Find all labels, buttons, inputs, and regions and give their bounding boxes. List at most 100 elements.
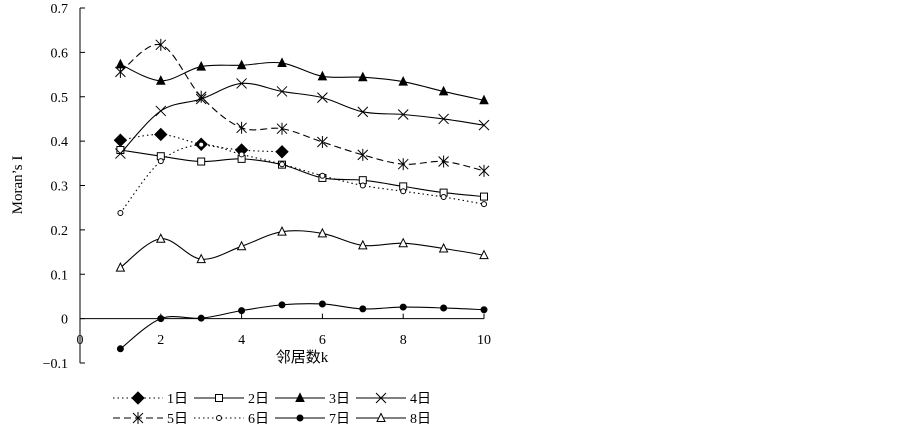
data-point bbox=[317, 92, 328, 103]
x-tick-label: 8 bbox=[400, 333, 407, 348]
data-point bbox=[438, 155, 449, 168]
data-point bbox=[397, 158, 409, 171]
data-point bbox=[157, 315, 165, 323]
data-point bbox=[117, 210, 124, 217]
series-8 bbox=[115, 226, 489, 272]
data-point bbox=[376, 412, 386, 422]
series-7 bbox=[116, 300, 488, 353]
data-point bbox=[238, 307, 246, 315]
data-point bbox=[398, 237, 409, 248]
data-point bbox=[275, 145, 289, 159]
data-point bbox=[113, 133, 128, 147]
data-point bbox=[279, 161, 285, 168]
data-point bbox=[398, 76, 409, 86]
data-point bbox=[357, 106, 369, 118]
data-point bbox=[155, 105, 167, 117]
data-point bbox=[479, 249, 489, 260]
series-3 bbox=[115, 57, 489, 105]
data-point bbox=[438, 242, 449, 253]
legend-item: 3日 bbox=[275, 392, 350, 407]
data-point bbox=[295, 392, 305, 402]
legend-item: 4日 bbox=[356, 392, 431, 407]
data-point bbox=[197, 314, 205, 322]
x-tick-label: 2 bbox=[157, 333, 164, 348]
data-point bbox=[115, 65, 126, 78]
data-point bbox=[277, 226, 287, 236]
data-point bbox=[195, 90, 207, 103]
y-tick-label: 0.4 bbox=[51, 135, 69, 150]
legend-label: 7日 bbox=[329, 412, 350, 427]
data-point bbox=[196, 253, 207, 264]
data-point bbox=[481, 201, 487, 208]
data-point bbox=[236, 59, 247, 70]
data-point bbox=[276, 122, 288, 135]
data-point bbox=[132, 412, 144, 424]
data-point bbox=[399, 303, 407, 311]
data-point bbox=[400, 188, 407, 195]
data-point bbox=[317, 227, 328, 238]
y-ticks: −0.1 0 0.1 0.2 0.3 0.4 0.5 0.6 0.7 bbox=[43, 2, 85, 372]
series-line bbox=[120, 149, 485, 198]
y-tick-label: 0.3 bbox=[51, 180, 69, 195]
data-point bbox=[115, 148, 126, 159]
data-point bbox=[480, 306, 488, 314]
data-point bbox=[155, 75, 166, 85]
y-tick-label: 0.7 bbox=[51, 2, 69, 17]
x-tick-label: 10 bbox=[477, 333, 491, 348]
legend-item: 7日 bbox=[275, 412, 350, 427]
legend: 1日 2日 3日 4日 5日 6日 7日 8日 bbox=[113, 391, 431, 427]
legend-label: 1日 bbox=[167, 392, 188, 407]
data-point bbox=[440, 304, 448, 312]
data-point bbox=[317, 136, 328, 149]
series-line bbox=[120, 133, 283, 153]
x-tick-label: 6 bbox=[319, 333, 326, 348]
data-point bbox=[236, 121, 247, 134]
data-point bbox=[375, 392, 387, 404]
legend-label: 8日 bbox=[410, 412, 431, 427]
series-5 bbox=[115, 38, 490, 177]
data-point bbox=[155, 233, 166, 243]
series-1 bbox=[113, 127, 289, 159]
data-point bbox=[216, 415, 222, 421]
series-2 bbox=[116, 146, 488, 201]
y-tick-label: −0.1 bbox=[43, 357, 68, 372]
legend-label: 5日 bbox=[167, 412, 188, 427]
data-point bbox=[278, 301, 286, 309]
data-point bbox=[478, 164, 490, 177]
series-line bbox=[119, 144, 485, 214]
data-point bbox=[276, 86, 288, 97]
data-point bbox=[478, 119, 490, 131]
series-layer bbox=[113, 38, 490, 353]
data-point bbox=[357, 148, 369, 161]
data-point bbox=[359, 182, 366, 189]
data-point bbox=[357, 239, 368, 250]
data-point bbox=[440, 194, 447, 201]
data-point bbox=[438, 85, 449, 96]
legend-item: 2日 bbox=[194, 392, 269, 407]
legend-item: 8日 bbox=[356, 412, 431, 427]
data-point bbox=[197, 157, 206, 166]
data-point bbox=[196, 60, 207, 71]
legend-label: 6日 bbox=[248, 412, 269, 427]
y-tick-label: 0.6 bbox=[51, 46, 69, 61]
legend-item: 1日 bbox=[113, 391, 188, 407]
legend-label: 4日 bbox=[410, 392, 431, 407]
data-point bbox=[157, 158, 164, 165]
series-line bbox=[120, 44, 485, 172]
x-tick-label: 0 bbox=[77, 333, 84, 348]
data-point bbox=[296, 414, 304, 422]
y-tick-label: 0 bbox=[61, 313, 68, 328]
series-6 bbox=[117, 141, 487, 217]
legend-item: 5日 bbox=[113, 412, 188, 427]
data-point bbox=[277, 57, 287, 68]
series-line bbox=[120, 61, 485, 101]
data-point bbox=[357, 71, 368, 82]
series-4 bbox=[115, 78, 490, 159]
y-tick-label: 0.5 bbox=[51, 91, 69, 106]
series-line bbox=[120, 303, 485, 350]
legend-item: 6日 bbox=[194, 412, 269, 427]
y-tick-label: 0.2 bbox=[51, 224, 69, 239]
data-point bbox=[236, 78, 247, 89]
series-line bbox=[120, 82, 485, 154]
